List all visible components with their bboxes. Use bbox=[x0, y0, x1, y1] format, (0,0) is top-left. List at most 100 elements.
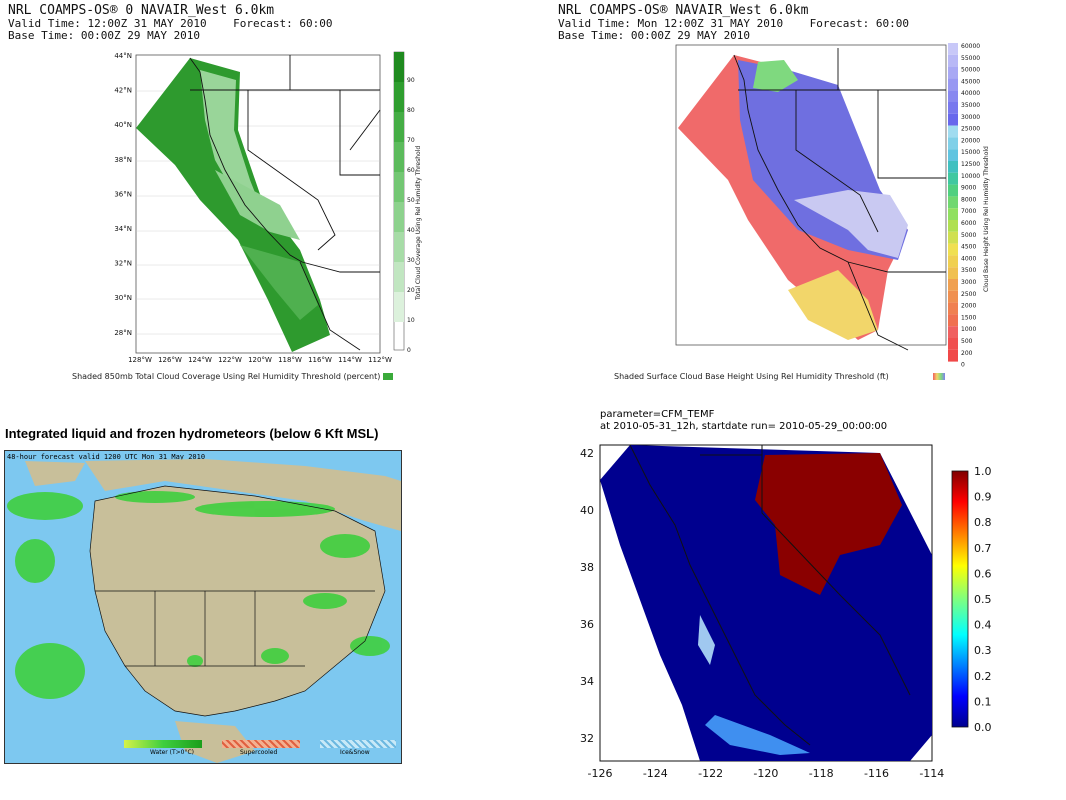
colorbar-tick-label: 0 bbox=[961, 362, 965, 369]
header-line-3: Base Time: 00:00Z 29 MAY 2010 bbox=[8, 29, 201, 42]
colorbar-tick-label: 55000 bbox=[961, 55, 980, 62]
north-america-land bbox=[90, 486, 385, 716]
panel-cfm-temf: parameter=CFM_TEMF at 2010-05-31_12h, st… bbox=[580, 405, 1066, 800]
colorbar-tick-label: 1000 bbox=[961, 326, 976, 333]
lat-tick-label: 30°N bbox=[114, 294, 132, 302]
colorbar-segment bbox=[948, 267, 958, 279]
colorbar-tick-label: 60000 bbox=[961, 43, 980, 50]
y-tick-label: 38 bbox=[580, 561, 594, 574]
x-tick-label: -120 bbox=[753, 767, 778, 780]
colorbar-tick-label: 500 bbox=[961, 338, 973, 345]
lat-tick-label: 36°N bbox=[114, 190, 132, 198]
colorbar-tick-label: 0.1 bbox=[974, 695, 992, 708]
colorbar-tick-label: 0.8 bbox=[974, 516, 992, 529]
colorbar-tick-label: 12500 bbox=[961, 161, 980, 168]
colorbar-segment bbox=[948, 161, 958, 173]
colorbar-segment bbox=[948, 78, 958, 91]
y-tick-label: 40 bbox=[580, 504, 594, 517]
colorbar-tick-label: 4500 bbox=[961, 244, 976, 251]
legend-ice-label: Ice&Snow bbox=[340, 749, 370, 756]
colorbar-tick-label: 3500 bbox=[961, 267, 976, 274]
colorbar-tick-label: 1.0 bbox=[974, 465, 992, 478]
lon-tick-label: 116°W bbox=[308, 356, 332, 364]
colorbar-segment bbox=[948, 338, 958, 350]
high-value-region bbox=[755, 453, 902, 595]
map-subtitle: 48-hour forecast valid 1200 UTC Mon 31 M… bbox=[7, 453, 206, 461]
colorbar-segment bbox=[948, 243, 958, 256]
colorbar-segment bbox=[948, 290, 958, 303]
colorbar-segment bbox=[948, 220, 958, 232]
colorbar-tick-label: 25000 bbox=[961, 126, 980, 133]
colorbar-tick-label: 2500 bbox=[961, 291, 976, 298]
colorbar-segment bbox=[948, 43, 958, 55]
colorbar-segment bbox=[948, 184, 958, 197]
lon-tick-label: 120°W bbox=[248, 356, 272, 364]
colorbar-segment bbox=[948, 125, 958, 138]
y-tick-label: 36 bbox=[580, 618, 594, 631]
colorbar-tick-label: 6000 bbox=[961, 220, 976, 227]
panel-cloud-base-height: NRL COAMPS-OS® NAVAIR_West 6.0km Valid T… bbox=[548, 0, 1066, 395]
colorbar-tick-label: 20000 bbox=[961, 137, 980, 144]
plot-title-line-1: parameter=CFM_TEMF bbox=[600, 409, 715, 420]
colorbar-tick-label: 0.6 bbox=[974, 567, 992, 580]
x-tick-label: -114 bbox=[919, 767, 944, 780]
legend-supercooled-swatch bbox=[222, 740, 300, 748]
colorbar-segment bbox=[948, 302, 958, 315]
colorbar-tick-label: 9000 bbox=[961, 185, 976, 192]
colorbar-tick-label: 10000 bbox=[961, 173, 980, 180]
caption-swatch bbox=[933, 373, 945, 380]
colorbar-tick-label: 90 bbox=[407, 77, 415, 84]
colorbar-segment bbox=[948, 326, 958, 338]
lon-tick-label: 124°W bbox=[188, 356, 212, 364]
colorbar-segment bbox=[948, 66, 958, 79]
colorbar-tick-label: 45000 bbox=[961, 78, 980, 85]
colorbar-segment bbox=[948, 208, 958, 220]
colorbar-segment bbox=[948, 149, 958, 161]
colorbar-tick-label: 30 bbox=[407, 257, 415, 264]
colorbar-segment bbox=[948, 231, 958, 244]
colorbar-tick-label: 0.2 bbox=[974, 670, 992, 683]
x-tick-label: -124 bbox=[643, 767, 668, 780]
colorbar-tick-label: 0.7 bbox=[974, 542, 992, 555]
colorbar-label: Total Cloud Coverage Using Rel Humidity … bbox=[415, 146, 422, 301]
lat-tick-label: 44°N bbox=[114, 52, 132, 60]
colorbar-tick-label: 5000 bbox=[961, 232, 976, 239]
colorbar-tick-label: 0.0 bbox=[974, 721, 992, 734]
colorbar-tick-label: 0 bbox=[407, 347, 411, 354]
header-line-2: Valid Time: 12:00Z 31 MAY 2010 Forecast:… bbox=[8, 17, 333, 30]
colorbar-segment bbox=[948, 279, 958, 291]
colorbar-tick-label: 15000 bbox=[961, 149, 980, 156]
plot-title-line-2: at 2010-05-31_12h, startdate run= 2010-0… bbox=[600, 421, 888, 432]
colorbar-tick-label: 2000 bbox=[961, 303, 976, 310]
legend-ice-swatch bbox=[320, 740, 396, 748]
y-tick-label: 42 bbox=[580, 447, 594, 460]
colorbar-tick-label: 10 bbox=[407, 317, 415, 324]
header-line-1: NRL COAMPS-OS® NAVAIR_West 6.0km bbox=[558, 3, 809, 18]
colorbar-tick-label: 0.3 bbox=[974, 644, 992, 657]
colorbar-tick-label: 40000 bbox=[961, 90, 980, 97]
colorbar-segment bbox=[948, 54, 958, 67]
colorbar-tick-label: 60 bbox=[407, 167, 415, 174]
cloud-base-map: 6000055000500004500040000350003000025000… bbox=[675, 43, 990, 369]
colorbar-tick-label: 0.9 bbox=[974, 491, 992, 504]
lon-tick-label: 128°W bbox=[128, 356, 152, 364]
colorbar-tick-label: 1500 bbox=[961, 314, 976, 321]
header-line-1: NRL COAMPS-OS® 0 NAVAIR_West 6.0km bbox=[8, 3, 275, 18]
x-tick-label: -126 bbox=[588, 767, 613, 780]
colorbar-tick-label: 7000 bbox=[961, 208, 976, 215]
colorbar-tick-label: 50000 bbox=[961, 67, 980, 74]
colorbar-tick-label: 8000 bbox=[961, 196, 976, 203]
map-caption: Shaded 850mb Total Cloud Coverage Using … bbox=[72, 372, 381, 381]
colorbar-tick-label: 20 bbox=[407, 287, 415, 294]
lon-tick-label: 114°W bbox=[338, 356, 362, 364]
map-frame: 48-hour forecast valid 1200 UTC Mon 31 M… bbox=[4, 450, 402, 764]
colorbar-segment bbox=[948, 314, 958, 327]
y-tick-label: 34 bbox=[580, 675, 594, 688]
lat-tick-label: 32°N bbox=[114, 260, 132, 268]
header-line-3: Base Time: 00:00Z 29 MAY 2010 bbox=[558, 29, 751, 42]
legend-bar bbox=[124, 740, 396, 748]
colorbar-tick-label: 35000 bbox=[961, 102, 980, 109]
lon-tick-label: 122°W bbox=[218, 356, 242, 364]
colorbar-segment bbox=[948, 255, 958, 268]
colorbar bbox=[951, 470, 969, 728]
